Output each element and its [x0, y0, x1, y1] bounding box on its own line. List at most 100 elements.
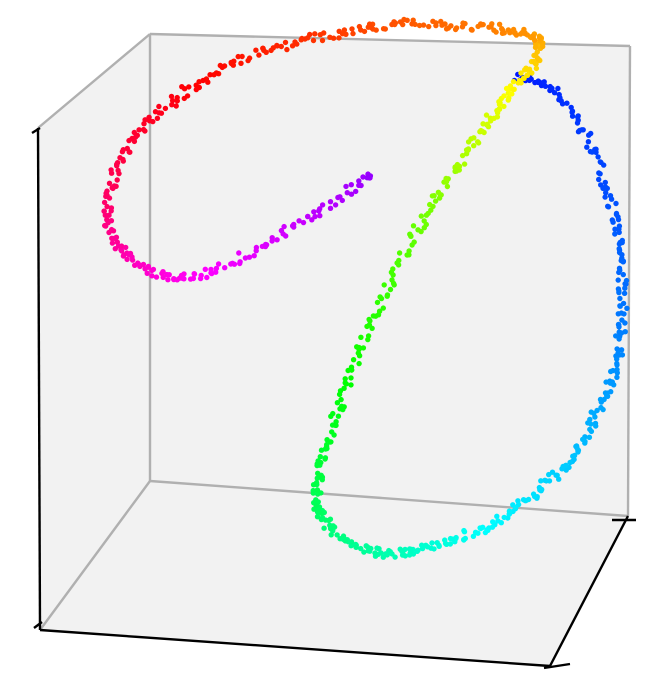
scatter-point — [506, 95, 512, 101]
scatter-point — [616, 249, 623, 256]
scatter-point — [160, 274, 166, 281]
scatter-point — [380, 26, 387, 32]
scatter-point — [141, 121, 147, 127]
scatter-point — [310, 482, 317, 488]
scatter-point — [530, 34, 536, 40]
scatter-point — [593, 146, 599, 152]
scatter-point — [166, 272, 172, 278]
scatter-point — [555, 85, 561, 92]
scatter-point — [483, 112, 490, 118]
scatter-point — [411, 239, 417, 245]
scatter-point — [328, 523, 334, 530]
scatter-point — [312, 213, 318, 220]
scatter-point — [418, 228, 424, 235]
scatter-point — [300, 219, 307, 226]
scatter-point — [213, 265, 220, 272]
scatter-point — [471, 135, 477, 141]
scatter-point — [330, 410, 336, 417]
scatter-point — [173, 103, 179, 109]
scatter-point — [526, 66, 533, 72]
scatter-point — [569, 113, 576, 119]
scatter-point — [507, 30, 513, 36]
scatter-point — [116, 170, 122, 177]
scatter-point — [595, 154, 601, 160]
scatter-point — [603, 190, 609, 196]
scatter-point — [319, 510, 325, 516]
z-axis-line — [36, 127, 42, 631]
scatter-point — [365, 24, 371, 30]
scatter-point — [269, 235, 275, 241]
scatter-point — [387, 286, 394, 293]
scatter-point — [367, 318, 373, 324]
y-axis-line — [548, 515, 630, 667]
scatter-point — [126, 137, 132, 144]
scatter-point — [530, 58, 537, 65]
scatter-point — [443, 26, 450, 32]
scatter-point — [418, 213, 424, 219]
scatter-point — [356, 360, 362, 367]
scatter-point — [614, 370, 620, 376]
scatter-point — [549, 85, 555, 92]
scatter-point — [319, 37, 326, 44]
scatter-point — [618, 347, 625, 353]
scatter-point — [117, 155, 123, 161]
scatter-point — [342, 376, 348, 382]
scatter-point — [623, 277, 630, 284]
scatter-point — [169, 97, 176, 104]
scatter-point — [150, 118, 156, 125]
scatter-point — [420, 22, 427, 28]
scatter-point — [322, 455, 329, 461]
scatter-point — [389, 21, 395, 28]
scatter-point — [526, 77, 533, 84]
scatter-point — [348, 382, 354, 388]
scatter-point — [179, 84, 185, 90]
scatter-point — [607, 380, 614, 386]
scatter-point — [313, 497, 319, 503]
scatter-point — [622, 285, 628, 291]
scatter-point — [409, 21, 415, 27]
scatter-point — [317, 32, 323, 38]
scatter-point — [278, 227, 285, 234]
scatter-point — [459, 24, 466, 30]
scatter-point — [329, 429, 335, 435]
scatter-point — [238, 60, 244, 66]
scatter-point — [510, 86, 516, 93]
scatter-point — [104, 203, 110, 210]
scatter-point — [615, 311, 621, 317]
scatter-point — [334, 400, 341, 406]
scatter-point — [472, 529, 479, 535]
scatter-point — [124, 256, 130, 263]
scatter-point — [317, 454, 323, 460]
scatter-point — [305, 213, 311, 220]
scatter-point — [343, 381, 349, 387]
scatter-point — [317, 213, 323, 219]
scatter-point — [245, 57, 251, 64]
scatter-point — [584, 144, 590, 150]
scatter-point — [510, 26, 517, 33]
scatter-point — [162, 105, 169, 112]
scatter-point — [181, 271, 187, 277]
scatter-point — [573, 443, 579, 450]
scatter-point — [489, 524, 496, 530]
scatter-point — [336, 28, 342, 34]
scatter-point — [253, 47, 259, 53]
scatter-point — [144, 270, 150, 276]
scatter-point — [588, 421, 594, 427]
scatter-point — [496, 106, 503, 112]
scatter-point — [337, 406, 343, 412]
scatter-point — [421, 218, 427, 224]
scatter-point — [575, 447, 581, 454]
scatter-point — [228, 60, 235, 67]
scatter-point — [318, 459, 324, 466]
scatter-point — [408, 233, 414, 239]
scatter-point — [108, 170, 115, 176]
scatter-point — [615, 321, 622, 328]
axis-lines — [31, 126, 636, 670]
scatter-point — [129, 254, 135, 260]
scatter-point — [448, 23, 454, 29]
scatter-point — [118, 248, 125, 254]
scatter-point — [614, 356, 620, 362]
scatter-point — [499, 26, 505, 32]
scatter-point — [102, 212, 109, 218]
scatter-point — [318, 474, 324, 480]
